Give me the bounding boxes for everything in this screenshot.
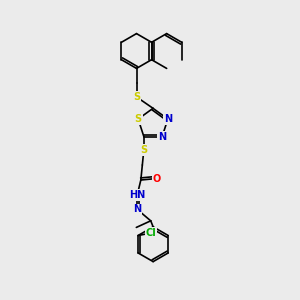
Text: N: N [133, 204, 141, 214]
Text: S: S [140, 145, 147, 155]
Text: S: S [135, 114, 142, 124]
Text: N: N [158, 131, 166, 142]
Text: Cl: Cl [145, 228, 156, 238]
Text: HN: HN [129, 190, 146, 200]
Text: N: N [164, 114, 172, 124]
Text: S: S [133, 92, 140, 102]
Text: O: O [152, 173, 160, 184]
